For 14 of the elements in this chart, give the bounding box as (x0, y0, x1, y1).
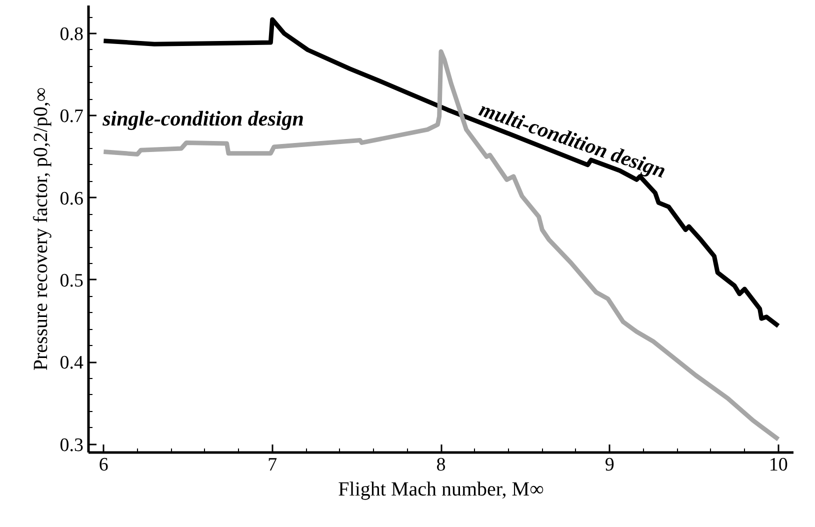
y-tick-label: 0.3 (60, 434, 84, 456)
y-tick-label: 0.7 (60, 106, 84, 128)
y-tick-label: 0.4 (60, 352, 84, 374)
x-tick-label: 8 (436, 454, 446, 476)
y-axis-title: Pressure recovery factor, p0,2/p0,∞ (30, 87, 52, 371)
x-tick-label: 6 (98, 454, 108, 476)
annotation: single-condition design (102, 106, 304, 131)
x-tick-label: 9 (604, 454, 614, 476)
x-axis-title: Flight Mach number, M∞ (338, 478, 544, 500)
y-tick-label: 0.6 (60, 188, 84, 210)
y-tick-label: 0.8 (60, 24, 84, 45)
y-tick-label: 0.5 (60, 270, 84, 292)
x-tick-label: 10 (768, 454, 788, 476)
x-tick-label: 7 (268, 454, 278, 476)
